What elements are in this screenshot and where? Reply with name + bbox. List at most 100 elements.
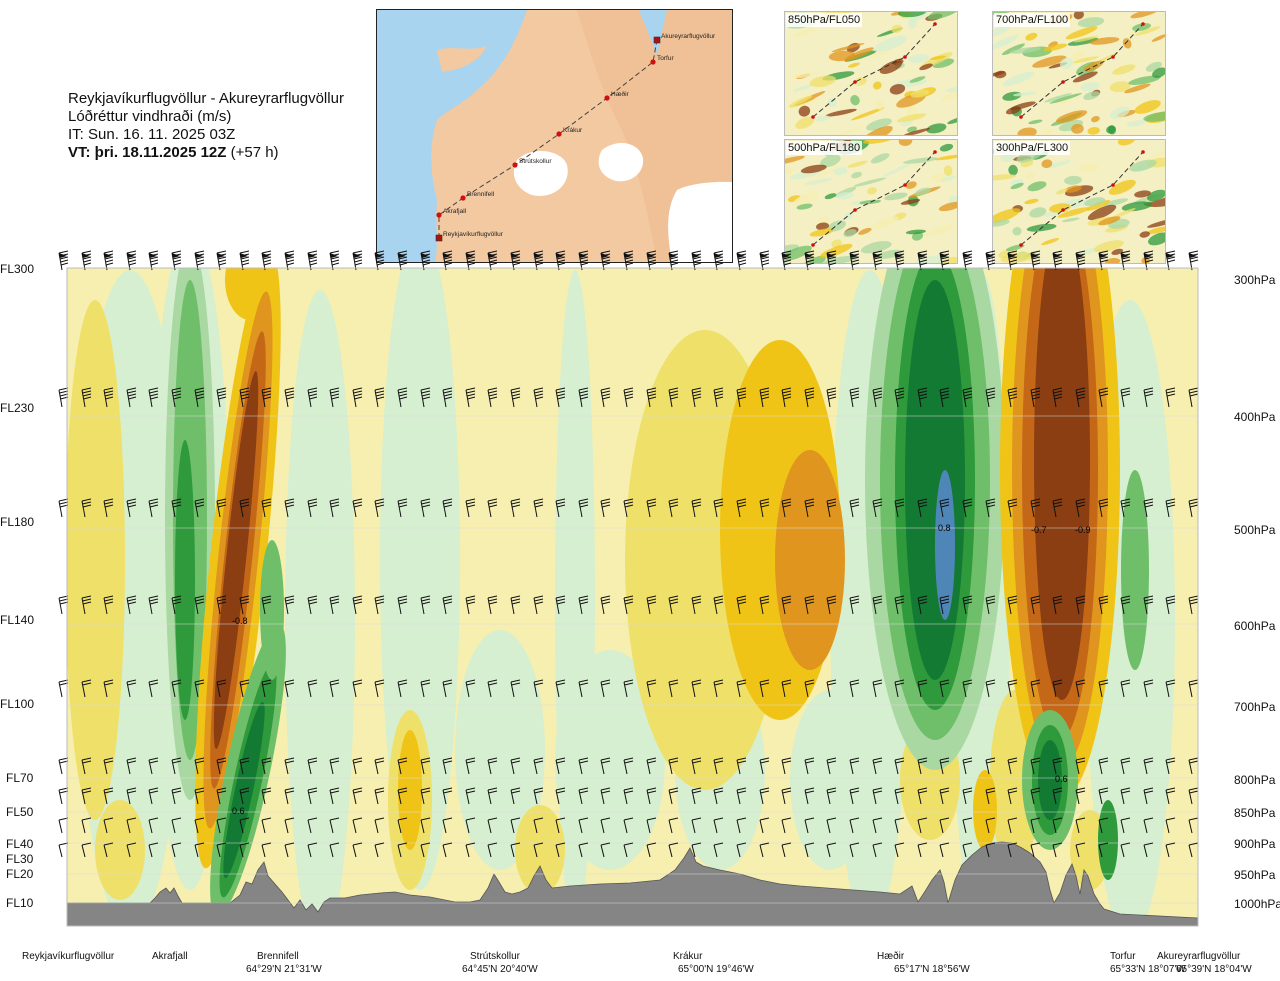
thumb-field (993, 219, 1010, 227)
thumb-field (1061, 217, 1080, 223)
wind-barb (939, 757, 950, 775)
thumbnail-850[interactable]: 850hPa/FL050 (784, 11, 958, 136)
thumb-field (1079, 163, 1100, 174)
wind-barb (759, 250, 770, 271)
wind-barb (1075, 757, 1086, 775)
wind-barb (826, 595, 837, 615)
wind-barb (578, 387, 589, 408)
wind-barb (759, 595, 770, 615)
thumb-field (872, 81, 882, 90)
thumbnail-300-map (993, 140, 1165, 263)
thumb-field (924, 224, 955, 237)
thumb-field (1105, 258, 1121, 263)
wind-barb (555, 679, 566, 698)
thumbnail-700[interactable]: 700hPa/FL100 (992, 11, 1166, 136)
location-coord: 65°17'N 18°56'W (894, 964, 970, 975)
thumb-field (1086, 199, 1111, 211)
wind-barb (307, 387, 318, 408)
wind-barb (307, 679, 318, 698)
wind-barb (600, 842, 611, 858)
wind-barb (985, 817, 996, 834)
thumb-field (1065, 26, 1098, 40)
thumb-field (1057, 207, 1091, 218)
thumb-field (993, 34, 1019, 50)
thumb-field (1008, 164, 1018, 176)
thumb-field (919, 63, 933, 71)
wind-barb (668, 498, 679, 518)
valid-time-offset: (+57 h) (230, 144, 279, 161)
valid-time-lead: VT: þri. 18.11.2025 12Z (68, 144, 227, 161)
wind-barb (894, 842, 905, 858)
thumb-field (816, 222, 830, 231)
wind-barb (510, 757, 521, 775)
thumb-field (1110, 106, 1130, 119)
wind-barb (1188, 757, 1199, 775)
wind-barb (487, 757, 498, 775)
terrain (67, 841, 1198, 926)
wind-barb (1120, 250, 1131, 271)
wind-barb (487, 679, 498, 698)
wind-barb (465, 250, 476, 271)
location-name: Brennifell (257, 951, 299, 962)
thumb-waypoint (1141, 150, 1145, 154)
wind-barb (781, 498, 792, 518)
wind-barb (894, 250, 905, 271)
thumb-field (1091, 115, 1100, 123)
field-value-labels: -0.8 0.6 0.8 -0.7 -0.9 0.6 (232, 523, 1091, 816)
wind-barb (691, 498, 702, 518)
wind-barb (103, 595, 114, 615)
thumb-field (905, 181, 917, 189)
waypoint-marker (436, 212, 442, 218)
wind-barb (917, 250, 928, 271)
thumb-field (1072, 56, 1099, 64)
pressure-label: 600hPa (1234, 619, 1276, 633)
thumb-field (850, 94, 860, 106)
wind-barb (1007, 679, 1018, 698)
wind-barb (646, 498, 657, 518)
wind-barb (804, 250, 815, 271)
waypoint-marker (650, 59, 656, 65)
thumb-field (847, 160, 868, 168)
wind-barb (1165, 250, 1176, 271)
wind-barb (397, 817, 408, 834)
location-name: Strútskollur (470, 951, 521, 962)
thumbnail-300[interactable]: 300hPa/FL300 (992, 139, 1166, 264)
thumbnail-500-map (785, 140, 957, 263)
thumb-field (932, 256, 957, 263)
wind-barb (103, 817, 114, 834)
wind-barb (1143, 250, 1154, 271)
wind-barb (1188, 817, 1199, 834)
wind-barb (668, 787, 679, 805)
wind-barb (623, 387, 634, 408)
wind-barb (646, 679, 657, 698)
wind-barb (1030, 679, 1041, 698)
wind-barb (510, 817, 521, 834)
wind-barb (691, 595, 702, 615)
wind-barb (148, 595, 159, 615)
wind-barb (826, 757, 837, 775)
wind-barb (578, 250, 589, 271)
wind-barb (352, 817, 363, 834)
wind-barb (171, 817, 182, 834)
thumb-waypoint (853, 80, 857, 84)
wind-barb (284, 679, 295, 698)
thumb-field (823, 255, 859, 263)
wind-barb (374, 387, 385, 408)
field-contour (1038, 740, 1062, 820)
wind-barb (713, 787, 724, 805)
thumbnail-500[interactable]: 500hPa/FL180 (784, 139, 958, 264)
wind-barb (397, 679, 408, 698)
wind-barb (261, 595, 272, 615)
fl-label: FL100 (0, 697, 35, 711)
thumb-field (900, 120, 913, 127)
wind-barb (623, 679, 634, 698)
thumb-field (947, 116, 957, 125)
wind-barb (691, 842, 702, 858)
field-label: -0.8 (232, 616, 248, 626)
wind-barb (713, 595, 724, 615)
field-contour (175, 440, 195, 720)
wind-barb (420, 787, 431, 805)
wind-barb (555, 787, 566, 805)
thumb-field (785, 155, 805, 165)
peninsula (437, 46, 487, 72)
